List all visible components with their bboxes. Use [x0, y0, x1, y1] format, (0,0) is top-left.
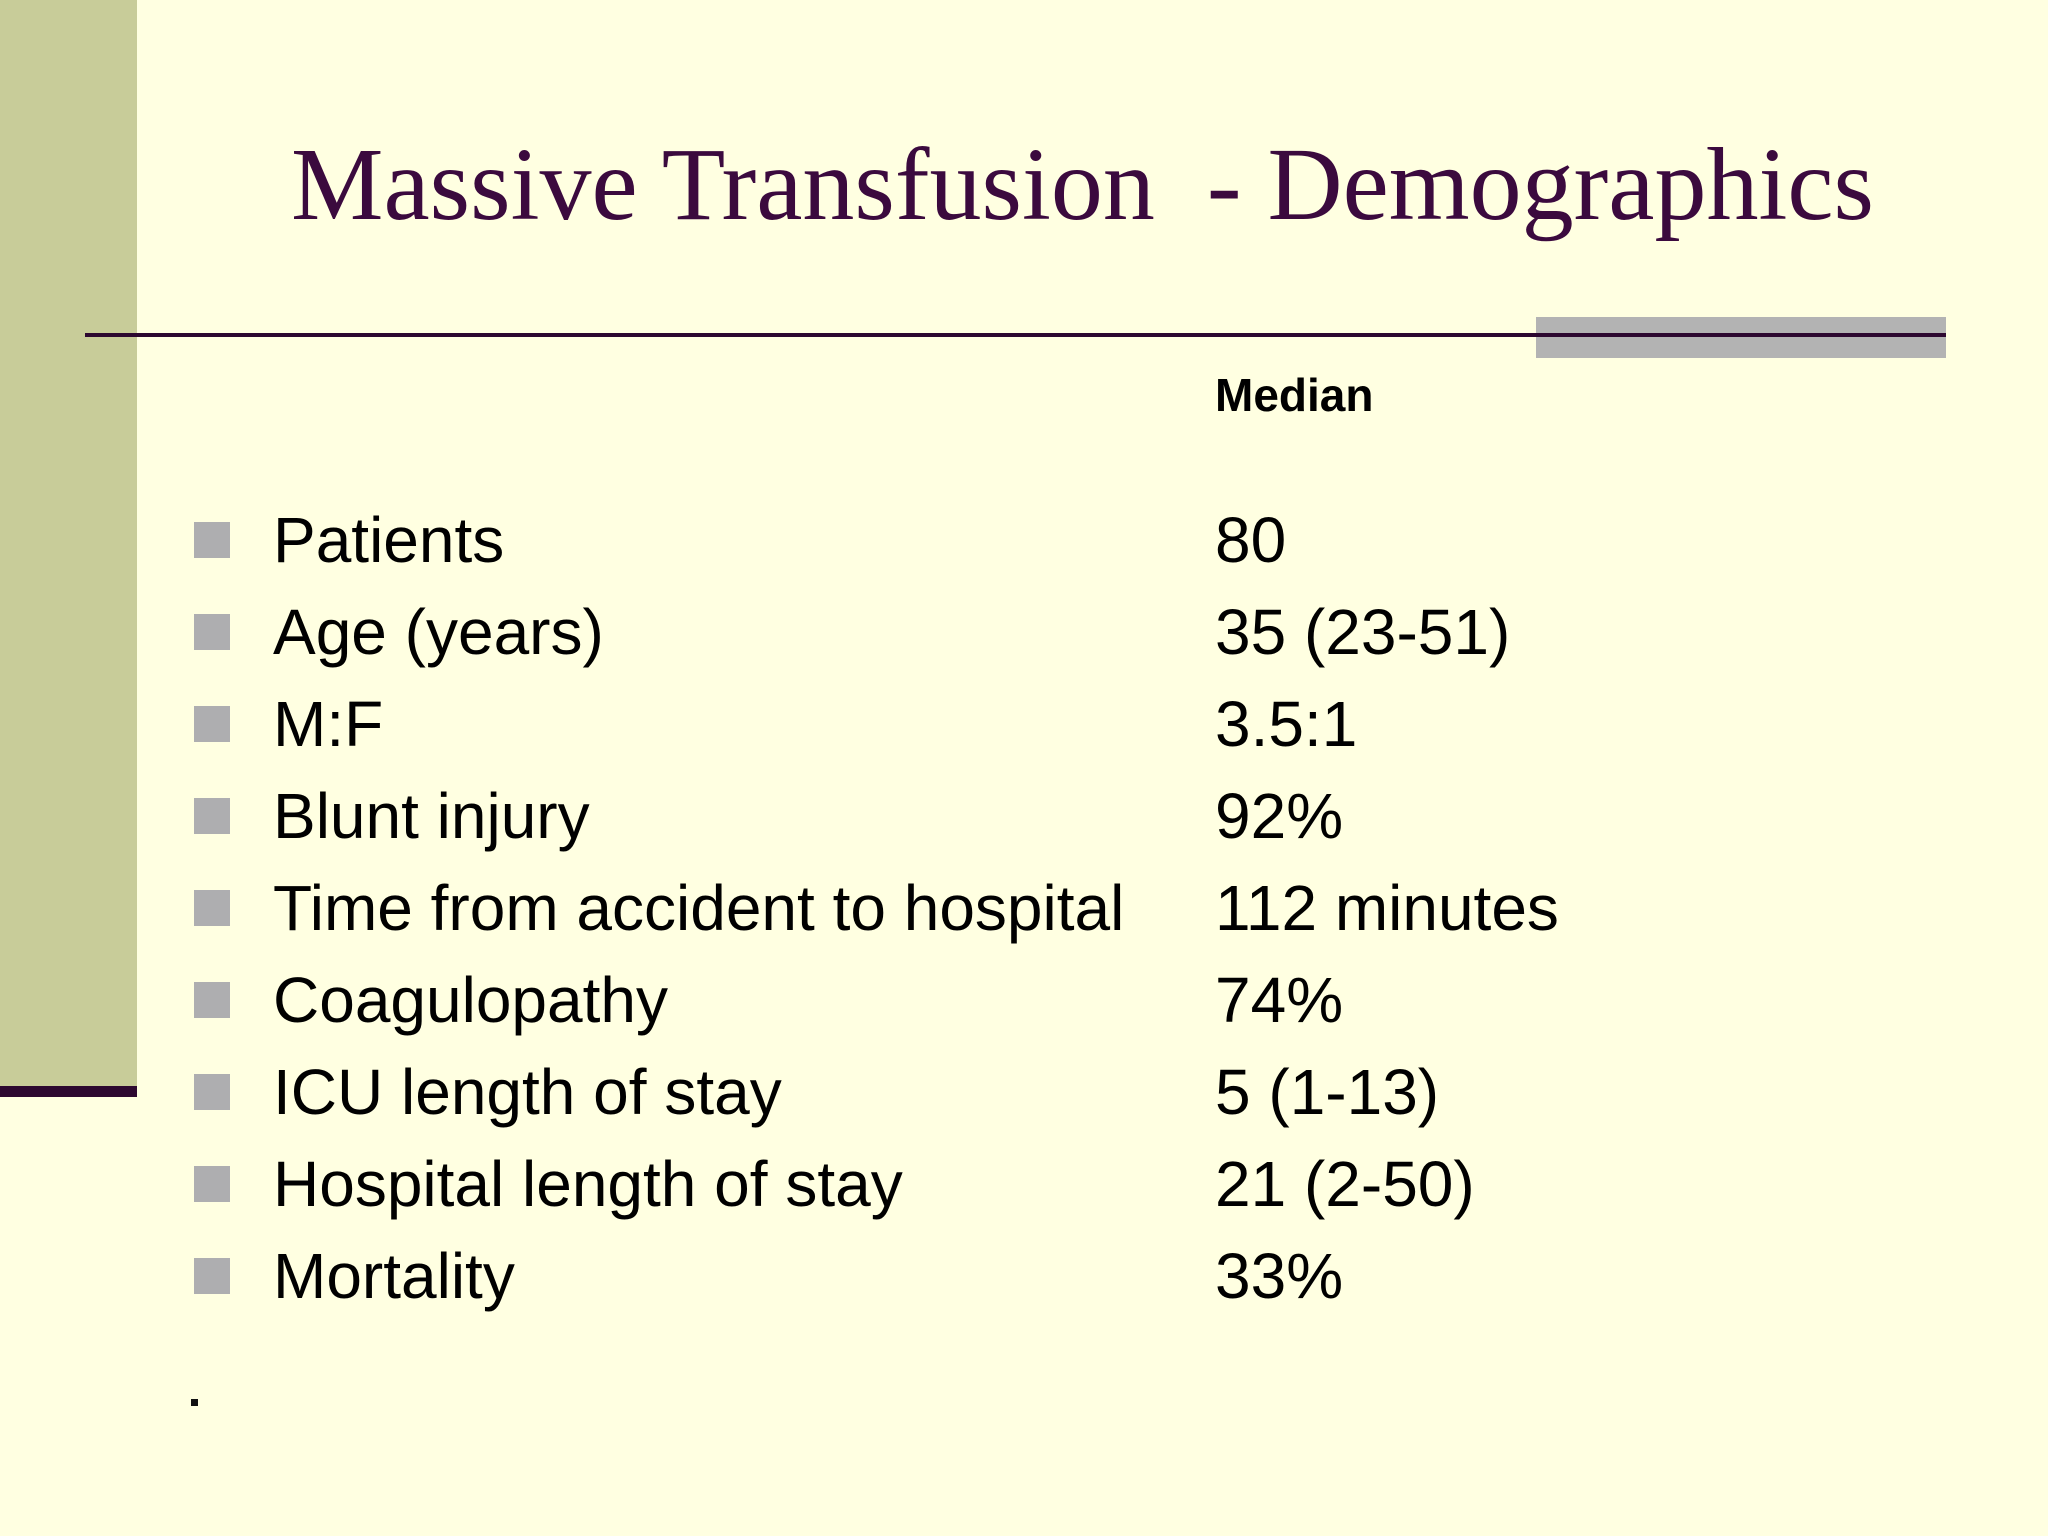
row-label: Patients: [273, 504, 505, 576]
table-row: ICU length of stay 5 (1-13): [194, 1046, 2048, 1138]
title-rule-accent-rect: [1536, 317, 1946, 358]
table-row: Age (years) 35 (23-51): [194, 586, 2048, 678]
row-value: 80: [1215, 504, 1287, 576]
footnote-dot: [191, 1399, 198, 1406]
sidebar-bottom-accent-line: [0, 1086, 137, 1097]
square-bullet-icon: [194, 1258, 230, 1294]
row-label: Time from accident to hospital: [273, 872, 1125, 944]
row-value: 92%: [1215, 780, 1344, 852]
table-row: M:F 3.5:1: [194, 678, 2048, 770]
row-label: Blunt injury: [273, 780, 590, 852]
left-sidebar-bar: [0, 0, 137, 1086]
row-label: M:F: [273, 688, 384, 760]
table-row: Mortality 33%: [194, 1230, 2048, 1322]
row-label: ICU length of stay: [273, 1056, 782, 1128]
slide-title: Massive Transfusion - Demographics: [290, 127, 1874, 242]
title-rule: [85, 333, 1946, 337]
table-row: Patients 80: [194, 494, 2048, 586]
row-value: 35 (23-51): [1215, 596, 1511, 668]
square-bullet-icon: [194, 614, 230, 650]
row-value: 3.5:1: [1215, 688, 1358, 760]
row-label: Age (years): [273, 596, 604, 668]
square-bullet-icon: [194, 522, 230, 558]
row-label: Hospital length of stay: [273, 1148, 903, 1220]
square-bullet-icon: [194, 706, 230, 742]
row-value: 112 minutes: [1215, 872, 1559, 944]
table-row: Hospital length of stay 21 (2-50): [194, 1138, 2048, 1230]
square-bullet-icon: [194, 982, 230, 1018]
square-bullet-icon: [194, 1166, 230, 1202]
table-row: Coagulopathy 74%: [194, 954, 2048, 1046]
table-row: Blunt injury 92%: [194, 770, 2048, 862]
row-value: 74%: [1215, 964, 1344, 1036]
square-bullet-icon: [194, 1074, 230, 1110]
row-label: Mortality: [273, 1240, 515, 1312]
row-label: Coagulopathy: [273, 964, 668, 1036]
square-bullet-icon: [194, 890, 230, 926]
row-value: 33%: [1215, 1240, 1344, 1312]
median-column-header: Median: [1215, 369, 1374, 421]
table-row: Time from accident to hospital 112 minut…: [194, 862, 2048, 954]
row-value: 21 (2-50): [1215, 1148, 1475, 1220]
square-bullet-icon: [194, 798, 230, 834]
row-value: 5 (1-13): [1215, 1056, 1440, 1128]
demographics-list: Patients 80 Age (years) 35 (23-51) M:F 3…: [194, 494, 2048, 1322]
